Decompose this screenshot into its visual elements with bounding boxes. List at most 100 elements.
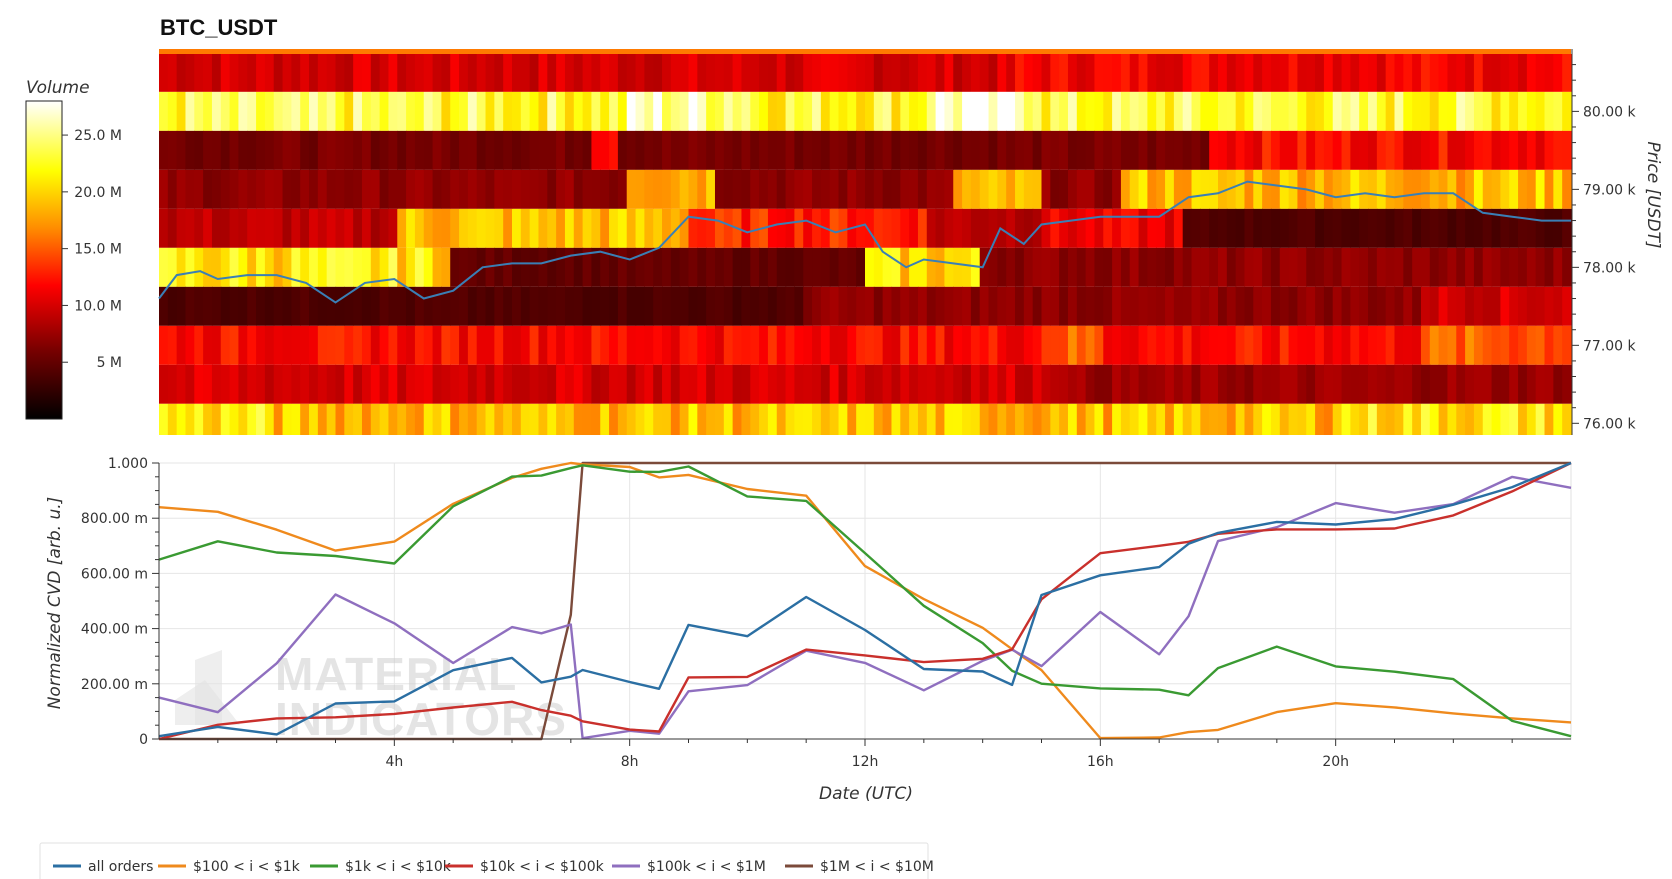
- heatmap-cell: [1306, 403, 1316, 435]
- heatmap-cell: [1182, 54, 1193, 92]
- heatmap-cell: [1156, 247, 1166, 287]
- heatmap-cell: [238, 91, 248, 131]
- heatmap-cell: [1059, 286, 1069, 326]
- heatmap-cell: [379, 325, 390, 365]
- heatmap-cell: [591, 54, 601, 92]
- heatmap-cell: [979, 169, 990, 209]
- heatmap-cell: [1067, 325, 1078, 365]
- heatmap-cell: [635, 54, 645, 92]
- heatmap-cell: [1262, 364, 1272, 404]
- heatmap-cell: [829, 325, 840, 365]
- heatmap-cell: [397, 364, 407, 404]
- heatmap-cell: [997, 91, 1007, 131]
- heatmap-cell: [1332, 169, 1343, 209]
- heatmap-cell: [1323, 364, 1334, 404]
- heatmap-cell: [776, 364, 787, 404]
- heatmap-cell: [1465, 403, 1475, 435]
- heatmap-cell: [732, 247, 743, 287]
- heatmap-cell: [1420, 247, 1431, 287]
- heatmap-cell: [714, 91, 725, 131]
- heatmap-cell: [441, 286, 451, 326]
- heatmap-cell: [1500, 403, 1510, 435]
- heatmap-cell: [1553, 130, 1563, 170]
- heatmap-cell: [397, 247, 407, 287]
- heatmap-cell: [185, 130, 195, 170]
- heatmap-cell: [1526, 54, 1537, 92]
- heatmap-cell: [644, 403, 654, 435]
- heatmap-cell: [282, 403, 292, 435]
- heatmap-cell: [1553, 54, 1563, 92]
- heatmap-cell: [1253, 169, 1263, 209]
- heatmap-cell: [988, 130, 998, 170]
- btc-price-line: [158, 180, 1571, 304]
- heatmap-cell: [556, 208, 566, 248]
- heatmap-cell: [820, 286, 831, 326]
- heatmap-cell: [1403, 91, 1413, 131]
- heatmap-cell: [1032, 286, 1043, 326]
- heatmap-cell: [273, 130, 284, 170]
- heatmap-cell: [1315, 403, 1325, 435]
- heatmap-cell: [1041, 325, 1051, 365]
- heatmap-cell: [750, 247, 760, 287]
- watermark-line2: INDICATORS: [275, 693, 567, 745]
- heatmap-cell: [423, 325, 434, 365]
- heatmap-cell: [1412, 247, 1422, 287]
- heatmap-cell: [291, 403, 301, 435]
- heatmap-cell: [609, 325, 619, 365]
- heatmap-cell: [953, 91, 963, 131]
- heatmap-cell: [1112, 54, 1122, 92]
- price-tick-label: 77.00 k: [1583, 338, 1637, 354]
- heatmap-cell: [256, 247, 266, 287]
- heatmap-cell: [485, 91, 495, 131]
- heatmap-cell: [176, 403, 187, 435]
- heatmap-cell: [626, 169, 637, 209]
- heatmap-cell: [459, 286, 469, 326]
- heatmap-cell: [970, 286, 981, 326]
- heatmap-cell: [1350, 91, 1360, 131]
- heatmap-cell: [520, 325, 531, 365]
- heatmap-cell: [882, 54, 893, 92]
- heatmap-cell: [776, 130, 787, 170]
- heatmap-cell: [750, 169, 760, 209]
- heatmap-cell: [353, 130, 363, 170]
- heatmap-cell: [450, 130, 460, 170]
- heatmap-cell: [1103, 364, 1113, 404]
- heatmap-cell: [1518, 325, 1528, 365]
- heatmap-cell: [582, 403, 593, 435]
- heatmap-cell: [679, 325, 690, 365]
- heatmap-cell: [609, 364, 619, 404]
- heatmap-cell: [653, 286, 663, 326]
- heatmap-cell: [344, 130, 354, 170]
- heatmap-cell: [247, 208, 257, 248]
- heatmap-cell: [1262, 403, 1272, 435]
- heatmap-cell: [432, 286, 442, 326]
- heatmap-cell: [467, 247, 478, 287]
- heatmap-cell: [626, 54, 637, 92]
- heatmap-cell: [1553, 403, 1563, 435]
- heatmap-cell: [644, 54, 654, 92]
- heatmap-cell: [1103, 91, 1113, 131]
- heatmap-cell: [432, 130, 442, 170]
- heatmap-cell: [1518, 247, 1528, 287]
- heatmap-cell: [176, 286, 187, 326]
- heatmap-cell: [688, 325, 698, 365]
- heatmap-cell: [1279, 130, 1290, 170]
- heatmap-cell: [547, 403, 557, 435]
- heatmap-cell: [1165, 364, 1175, 404]
- heatmap-cell: [1218, 286, 1228, 326]
- heatmap-cell: [1041, 286, 1051, 326]
- heatmap-cell: [1226, 325, 1237, 365]
- heatmap-cell: [1262, 325, 1272, 365]
- heatmap-cell: [1156, 364, 1166, 404]
- heatmap-cell: [211, 325, 222, 365]
- heatmap-cell: [450, 208, 460, 248]
- heatmap-cell: [891, 286, 901, 326]
- heatmap-cell: [741, 169, 751, 209]
- heatmap-cell: [256, 286, 266, 326]
- heatmap-cell: [309, 169, 319, 209]
- heatmap-cell: [1376, 286, 1387, 326]
- heatmap-cell: [1147, 130, 1157, 170]
- heatmap-cell: [1085, 403, 1096, 435]
- heatmap-cell: [1473, 169, 1484, 209]
- heatmap-cell: [1253, 364, 1263, 404]
